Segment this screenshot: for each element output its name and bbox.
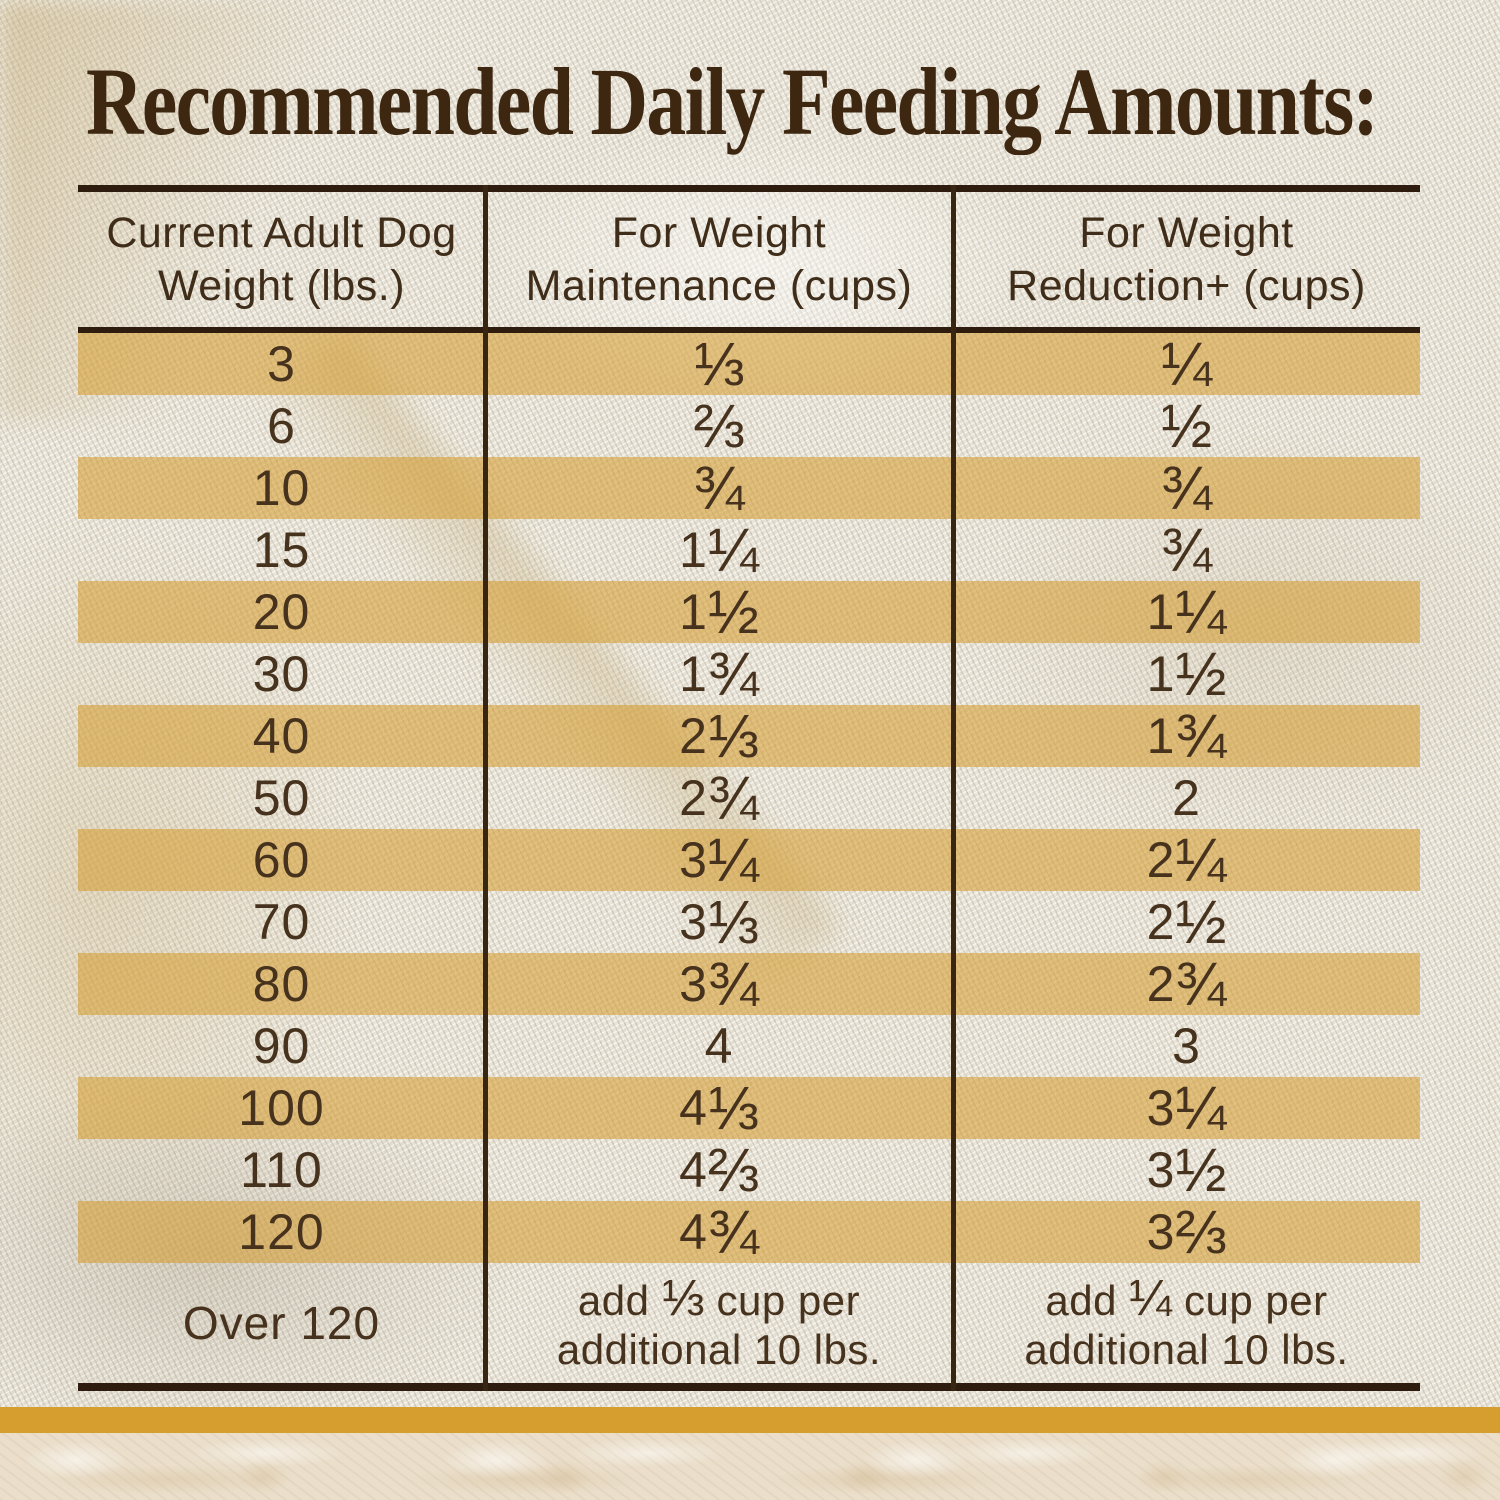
header-weight-column: Current Adult Dog Weight (lbs.) [78, 207, 485, 313]
table-row: 10 ¾ ¾ [78, 454, 1420, 522]
reduction-cell: 2 [1172, 770, 1201, 826]
reduction-cell: ¼ [1161, 330, 1212, 398]
weight-cell: 15 [252, 522, 311, 578]
feeding-table: Current Adult Dog Weight (lbs.) For Weig… [78, 185, 1420, 1391]
weight-cell: 40 [252, 708, 311, 764]
marble-counter-strip [0, 1433, 1500, 1500]
header-reduction-column: For Weight Reduction+ (cups) [953, 207, 1420, 313]
header-line: Current Adult Dog [106, 208, 457, 257]
weight-cell: 10 [252, 460, 311, 516]
gold-accent-band [0, 1407, 1500, 1433]
weight-cell: 3 [267, 336, 296, 392]
table-row: 30 1 ¾ 1 ½ [78, 640, 1420, 708]
reduction-cell: 1 ¾ [1146, 702, 1227, 770]
table-row: 120 4 ¾ 3 ⅔ [78, 1198, 1420, 1266]
table-row: 70 3 ⅓ 2 ½ [78, 888, 1420, 956]
weight-cell: 6 [267, 398, 296, 454]
reduction-cell: ¾ [1161, 516, 1212, 584]
column-divider [483, 185, 488, 1391]
maintenance-cell: add ⅓ cup per additional 10 lbs. [485, 1263, 953, 1383]
reduction-cell: ¾ [1161, 454, 1212, 522]
weight-cell: 110 [240, 1142, 323, 1198]
maintenance-cell: 2 ¾ [679, 764, 759, 832]
maintenance-cell: 3 ¼ [679, 826, 759, 894]
maintenance-cell: 2 ⅓ [679, 702, 759, 770]
reduction-cell: 3 ¼ [1146, 1074, 1227, 1142]
page-title: Recommended Daily Feeding Amounts: [86, 48, 1379, 155]
table-row: 110 4 ⅔ 3 ½ [78, 1136, 1420, 1204]
table-top-rule [78, 185, 1420, 192]
header-line: Weight (lbs.) [157, 261, 406, 310]
reduction-cell: 2 ½ [1146, 888, 1227, 956]
table-row: 60 3 ¼ 2 ¼ [78, 826, 1420, 894]
table-row: 80 3 ¾ 2 ¾ [78, 950, 1420, 1018]
header-line: For Weight [1079, 208, 1294, 257]
reduction-cell: 1 ½ [1146, 640, 1227, 708]
table-row: 3 ⅓ ¼ [78, 330, 1420, 398]
maintenance-cell: 4 [704, 1018, 734, 1074]
weight-cell: 120 [238, 1204, 325, 1260]
weight-cell: 90 [252, 1018, 311, 1074]
weight-cell: 20 [252, 584, 311, 640]
table-header-row: Current Adult Dog Weight (lbs.) For Weig… [78, 192, 1420, 327]
maintenance-cell: 1 ¾ [679, 640, 759, 708]
table-row: 6 ⅔ ½ [78, 392, 1420, 460]
maintenance-cell: 1 ¼ [679, 516, 759, 584]
column-divider [951, 185, 956, 1391]
maintenance-cell: ¾ [693, 454, 745, 522]
reduction-cell: ½ [1161, 392, 1212, 460]
reduction-cell: 1 ¼ [1146, 578, 1227, 646]
table-bottom-rule [78, 1383, 1420, 1391]
header-line: Reduction+ (cups) [1007, 261, 1366, 310]
maintenance-cell: 4 ¾ [679, 1198, 759, 1266]
maintenance-cell: 1 ½ [679, 578, 759, 646]
header-maintenance-column: For Weight Maintenance (cups) [485, 207, 953, 313]
maintenance-cell: 4 ⅔ [679, 1136, 759, 1204]
maintenance-cell: ⅔ [693, 392, 745, 460]
weight-cell: 60 [252, 832, 311, 888]
weight-cell: 50 [252, 770, 311, 826]
weight-cell: 100 [238, 1080, 325, 1136]
reduction-cell: 3 ½ [1146, 1136, 1227, 1204]
reduction-cell: add ¼ cup per additional 10 lbs. [953, 1263, 1420, 1383]
reduction-note: add ¼ cup per additional 10 lbs. [1024, 1268, 1349, 1373]
table-header-rule [78, 327, 1420, 333]
reduction-cell: 3 [1172, 1018, 1201, 1074]
weight-cell: Over 120 [182, 1297, 381, 1349]
table-row: 15 1 ¼ ¾ [78, 516, 1420, 584]
maintenance-cell: 3 ⅓ [679, 888, 759, 956]
weight-cell: 30 [252, 646, 311, 702]
weight-cell: 70 [252, 894, 311, 950]
table-row: 90 4 3 [78, 1015, 1420, 1077]
table-row: 20 1 ½ 1 ¼ [78, 578, 1420, 646]
table-row: 100 4 ⅓ 3 ¼ [78, 1074, 1420, 1142]
table-row-over-120: Over 120 add ⅓ cup per additional 10 lbs… [78, 1263, 1420, 1383]
maintenance-note: add ⅓ cup per additional 10 lbs. [556, 1268, 882, 1373]
weight-cell: 80 [252, 956, 311, 1012]
header-line: For Weight [611, 208, 827, 257]
maintenance-cell: 4 ⅓ [679, 1074, 759, 1142]
table-row: 40 2 ⅓ 1 ¾ [78, 702, 1420, 770]
reduction-cell: 2 ¾ [1146, 950, 1227, 1018]
table-row: 50 2 ¾ 2 [78, 764, 1420, 832]
maintenance-cell: ⅓ [693, 330, 745, 398]
maintenance-cell: 3 ¾ [679, 950, 759, 1018]
reduction-cell: 3 ⅔ [1146, 1198, 1227, 1266]
header-line: Maintenance (cups) [525, 261, 913, 310]
reduction-cell: 2 ¼ [1146, 826, 1227, 894]
